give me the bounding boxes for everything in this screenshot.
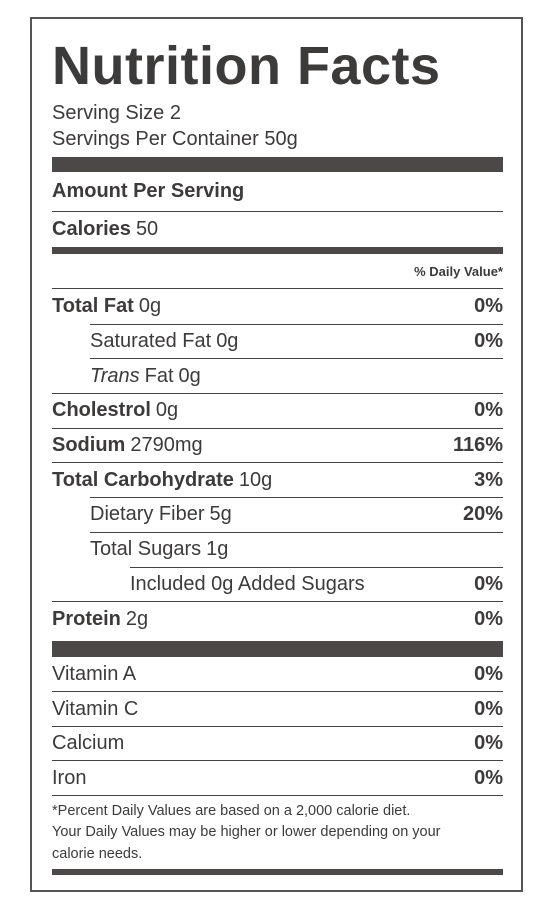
nutrient-dv: 0% — [474, 330, 503, 353]
vitamin-row: Vitamin C 0% — [52, 691, 503, 726]
nutrient-dv: 0% — [474, 572, 503, 595]
vitamin-label: Vitamin A — [52, 662, 137, 685]
nutrient-amount: 2g — [125, 607, 149, 630]
vitamin-row: Vitamin A 0% — [52, 657, 503, 692]
nutrient-name: Saturated Fat 0g — [90, 330, 238, 353]
nutrient-row: Dietary Fiber 5g 20% — [90, 497, 503, 532]
nutrient-label: Cholestrol — [52, 399, 151, 422]
thick-bar — [52, 640, 503, 657]
nutrient-name: Total Sugars 1g — [90, 538, 228, 561]
nutrient-label-italic: Trans — [90, 364, 140, 387]
nutrient-row: Total Fat 0g 0% — [52, 289, 503, 324]
calories-amount: 50 — [135, 218, 159, 240]
nutrient-row: Trans Fat 0g — [90, 358, 503, 393]
nutrient-label: Sodium — [52, 434, 126, 457]
nutrient-dv: 0% — [474, 294, 503, 317]
nutrient-row: Total Sugars 1g — [90, 531, 503, 567]
nutrient-amount: 0g — [138, 294, 162, 317]
vitamin-label: Vitamin C — [52, 697, 139, 720]
footnote-line: *Percent Daily Values are based on a 2,0… — [52, 802, 411, 819]
nutrient-name: Included 0g Added Sugars — [130, 573, 365, 596]
nutrient-label: Saturated Fat — [90, 330, 212, 353]
nutrient-amount: 0g — [178, 364, 201, 387]
vitamin-row: Iron 0% — [52, 760, 503, 795]
nutrient-amount: 2790mg — [130, 434, 203, 457]
nutrient-dv: 20% — [462, 503, 503, 526]
vitamin-dv: 0% — [474, 732, 503, 755]
medium-bar — [52, 247, 503, 254]
nutrient-row: Total Carbohydrate 10g 3% — [52, 462, 503, 497]
footnote-line: calorie needs. — [52, 845, 143, 862]
nutrient-dv: 0% — [474, 607, 503, 630]
nutrient-label: Total Fat — [52, 294, 134, 317]
calories-row: Calories 50 — [52, 212, 503, 247]
nutrient-name: Total Carbohydrate 10g — [52, 469, 272, 492]
nutrient-dv: 116% — [452, 434, 503, 457]
serving-size: Serving Size 2 — [52, 102, 181, 124]
vitamin-label: Iron — [52, 766, 87, 789]
nutrition-label: Nutrition Facts Serving Size 2 Servings … — [30, 17, 523, 892]
nutrient-row: Cholestrol 0g 0% — [52, 393, 503, 428]
nutrient-amount: 10g — [238, 468, 273, 491]
nutrient-label: Total Carbohydrate — [52, 468, 234, 491]
nutrient-name: Trans Fat 0g — [90, 365, 201, 388]
nutrient-row: Sodium 2790mg 116% — [52, 427, 503, 463]
nutrient-amount: 5g — [209, 503, 232, 526]
nutrient-dv: 0% — [474, 399, 503, 422]
nutrient-row: Included 0g Added Sugars 0% — [130, 566, 503, 602]
vitamin-label: Calcium — [52, 732, 125, 755]
nutrient-dv: 3% — [474, 468, 503, 491]
nutrient-label: Included 0g Added Sugars — [130, 572, 365, 595]
bottom-bar — [52, 869, 503, 876]
nutrient-name: Total Fat 0g — [52, 295, 161, 318]
nutrient-label: Fat — [144, 364, 174, 387]
nutrient-name: Sodium 2790mg — [52, 434, 203, 457]
calories-label: Calories — [52, 218, 131, 240]
vitamin-list: Vitamin A 0% Vitamin C 0% Calcium 0% Iron 0% — [52, 657, 503, 796]
footnote-line: Your Daily Values may be higher or lower… — [52, 824, 441, 841]
daily-value-header: % Daily Value* — [52, 254, 503, 289]
nutrient-name: Protein 2g — [52, 608, 148, 631]
nutrient-amount: 0g — [216, 330, 239, 353]
servings-per-container: Servings Per Container 50g — [52, 128, 298, 150]
nutrient-name: Dietary Fiber 5g — [90, 503, 232, 526]
vitamin-dv: 0% — [474, 697, 503, 720]
nutrient-label: Dietary Fiber — [90, 503, 205, 526]
nutrient-amount: 0g — [155, 399, 179, 422]
nutrient-label: Total Sugars — [90, 538, 202, 561]
title: Nutrition Facts — [52, 36, 441, 96]
vitamin-dv: 0% — [474, 766, 503, 789]
nutrient-row: Protein 2g 0% — [52, 601, 503, 636]
nutrient-row: Saturated Fat 0g 0% — [90, 323, 503, 359]
thick-bar — [52, 157, 503, 172]
amount-per-serving: Amount Per Serving — [52, 172, 503, 212]
nutrient-amount: 1g — [206, 538, 229, 561]
nutrient-name: Cholestrol 0g — [52, 399, 178, 422]
nutrient-list: Total Fat 0g 0% Saturated Fat 0g 0% Trans Fat 0g… — [52, 289, 503, 636]
label-content: Nutrition Facts Serving Size 2 Servings … — [52, 19, 503, 876]
footnote: *Percent Daily Values are based on a 2,0… — [52, 796, 503, 866]
nutrient-label: Protein — [52, 607, 121, 630]
vitamin-dv: 0% — [474, 662, 503, 685]
vitamin-row: Calcium 0% — [52, 725, 503, 761]
